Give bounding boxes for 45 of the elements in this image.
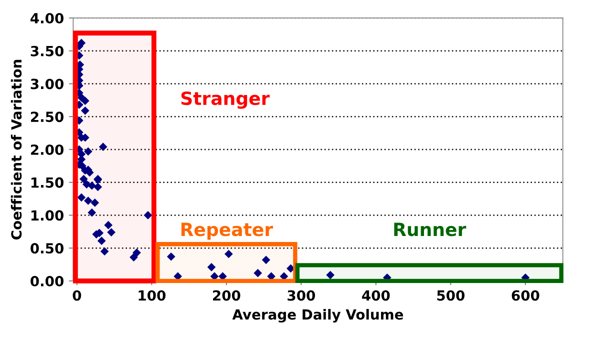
point xyxy=(130,253,138,262)
y-tick-label: 0.50 xyxy=(30,243,64,254)
point xyxy=(100,247,109,256)
point xyxy=(90,198,100,207)
point xyxy=(88,181,96,190)
y-axis-title: Coefficient of Variation xyxy=(10,60,22,240)
point xyxy=(80,96,90,105)
y-tick-label: 4.00 xyxy=(30,12,64,24)
x-tick-label: 400 xyxy=(362,290,390,301)
band-label: Stranger xyxy=(181,91,270,109)
point xyxy=(326,270,334,280)
y-tick-label: 0.00 xyxy=(30,276,64,286)
y-tick-label: 3.50 xyxy=(30,46,64,56)
y-tick-label: 1.50 xyxy=(31,177,64,188)
x-tick-label: 600 xyxy=(512,290,540,301)
point xyxy=(98,142,108,152)
x-tick-label: 0 xyxy=(72,290,82,301)
point xyxy=(88,208,96,217)
point xyxy=(84,147,92,156)
point xyxy=(224,250,233,258)
band-label: Repeater xyxy=(181,222,274,240)
y-tick-label: 2.00 xyxy=(31,144,64,155)
x-tick-label: 100 xyxy=(138,290,166,301)
x-tick-label: 300 xyxy=(288,290,316,301)
y-tick-label: 1.00 xyxy=(31,210,64,221)
y-tick-label: 2.50 xyxy=(31,112,64,122)
point xyxy=(84,196,92,205)
point xyxy=(207,262,216,272)
point xyxy=(77,193,86,202)
x-tick-label: 500 xyxy=(437,290,465,301)
point xyxy=(144,211,152,220)
point xyxy=(254,268,262,278)
band-label: Runner xyxy=(394,222,466,236)
point xyxy=(132,248,141,257)
point xyxy=(107,228,116,236)
y-tick-label: 3.00 xyxy=(30,78,64,90)
point xyxy=(80,106,90,115)
point xyxy=(94,182,102,192)
point xyxy=(262,256,270,264)
point xyxy=(166,252,176,261)
point xyxy=(104,220,112,230)
x-axis-title: Average Daily Volume xyxy=(232,308,404,323)
point xyxy=(80,174,88,184)
x-tick-label: 200 xyxy=(213,290,240,301)
point xyxy=(97,236,106,246)
